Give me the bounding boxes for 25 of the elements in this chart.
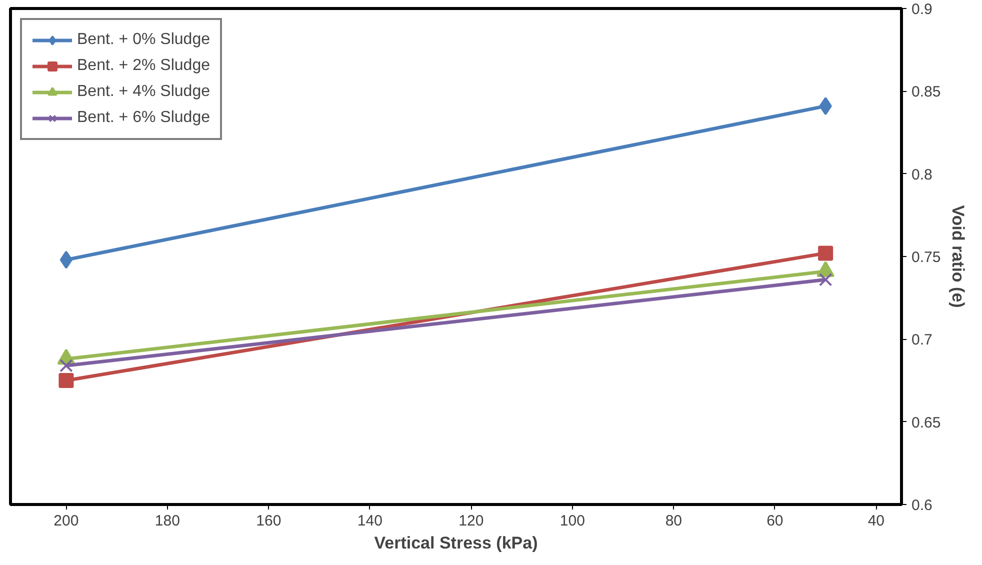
y-tick-label: 0.85 [912,84,941,101]
x-tick-label: 120 [458,512,484,530]
y-tick-label: 0.75 [912,249,941,266]
legend-label: Bent. + 6% Sludge [77,109,210,127]
y-tick-label: 0.9 [912,1,932,18]
x-tick-label: 140 [357,512,382,530]
x-tick-label: 60 [766,512,784,530]
x-tick-label: 80 [665,512,682,530]
y-tick-label: 0.65 [912,414,941,432]
y-tick-label: 0.7 [912,332,932,349]
point [60,250,73,269]
y-tick-label: 0.6 [912,497,932,514]
y-tick-label: 0.8 [912,166,932,184]
point [818,246,834,261]
legend-label: Bent. + 2% Sludge [77,57,210,75]
y-axis-title: Void ratio (e) [948,205,968,308]
x-tick-label: 160 [256,512,282,530]
x-axis-title: Vertical Stress (kPa) [374,534,538,552]
x-tick-label: 100 [560,512,585,530]
point [58,373,74,388]
x-tick-label: 180 [154,512,180,530]
x-tick-label: 200 [54,512,79,530]
x-tick-label: 40 [868,512,885,530]
legend-label: Bent. + 4% Sludge [77,83,210,101]
legend-label: Bent. + 0% Sludge [77,31,210,49]
